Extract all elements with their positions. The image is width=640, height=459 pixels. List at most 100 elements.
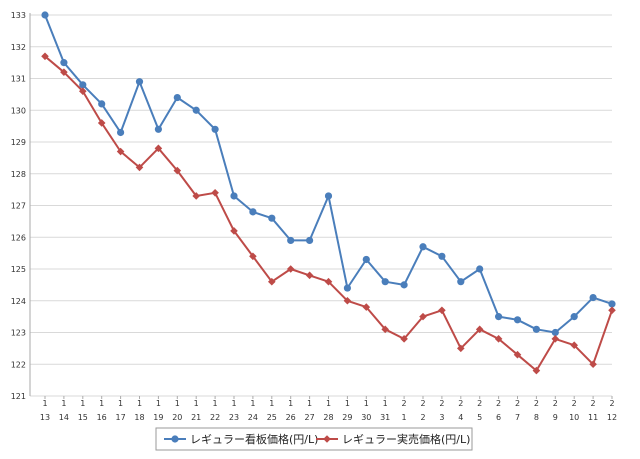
data-point	[230, 227, 238, 235]
data-point	[97, 119, 106, 127]
data-point	[381, 278, 389, 286]
x-tick-label-bottom: 22	[210, 413, 220, 422]
data-point	[495, 313, 503, 321]
data-point	[532, 366, 541, 375]
x-tick-label-top: 1	[175, 399, 180, 408]
data-point	[457, 344, 465, 353]
x-tick-label-bottom: 9	[553, 413, 558, 422]
x-tick-label-bottom: 14	[59, 413, 69, 422]
y-tick-label: 123	[11, 329, 26, 338]
data-point	[570, 313, 578, 321]
y-tick-label: 128	[11, 170, 26, 179]
data-point	[494, 335, 503, 343]
y-tick-label: 133	[11, 11, 26, 20]
y-axis: 121 122 123 124 125 126 127 128 129 130 131 132 133	[11, 11, 26, 401]
data-point	[60, 59, 68, 67]
x-tick-label-bottom: 21	[191, 413, 201, 422]
x-tick-label-bottom: 27	[305, 413, 315, 422]
data-point	[154, 125, 162, 133]
data-point	[192, 106, 200, 114]
data-point	[268, 214, 276, 222]
x-tick-label-top: 2	[402, 399, 407, 408]
series-layer	[41, 11, 616, 375]
data-point	[343, 296, 352, 305]
data-point	[513, 350, 522, 359]
series-1	[41, 11, 616, 337]
y-tick-label: 124	[11, 297, 26, 306]
y-tick-label: 126	[11, 233, 26, 242]
data-point	[41, 11, 49, 19]
data-point	[400, 335, 408, 343]
legend-entry: レギュラー実売価格(円/L)	[316, 432, 470, 446]
y-tick-label: 130	[11, 106, 26, 115]
x-tick-label-bottom: 31	[380, 413, 390, 422]
x-tick-label-bottom: 12	[607, 413, 617, 422]
x-tick-label-top: 1	[383, 399, 388, 408]
x-tick-label-top: 1	[269, 399, 274, 408]
x-tick-label-top: 2	[534, 399, 539, 408]
data-point	[513, 316, 522, 324]
data-point	[324, 277, 333, 286]
data-point	[306, 236, 314, 245]
data-point	[79, 81, 87, 89]
data-point	[211, 189, 219, 197]
x-tick-label-bottom: 3	[439, 413, 444, 422]
x-tick-label-top: 1	[99, 399, 104, 408]
x-tick-label-top: 2	[439, 399, 444, 408]
x-tick-label-top: 1	[194, 399, 199, 408]
data-point	[154, 144, 163, 153]
data-point	[419, 312, 427, 321]
legend-swatch-marker	[171, 435, 179, 443]
data-point	[135, 163, 144, 172]
y-tick-label: 132	[11, 43, 26, 52]
data-point	[608, 306, 616, 315]
x-tick-label-bottom: 4	[458, 413, 463, 422]
y-tick-label: 131	[11, 75, 26, 84]
x-tick-label-top: 2	[496, 399, 501, 408]
data-point	[475, 325, 484, 334]
x-tick-label-bottom: 17	[116, 413, 126, 422]
y-tick-label: 129	[11, 138, 26, 147]
x-tick-label-bottom: 25	[267, 413, 277, 422]
x-tick-label-top: 1	[345, 399, 350, 408]
x-tick-label-bottom: 11	[588, 413, 598, 422]
y-tick-label: 122	[11, 360, 26, 369]
x-tick-label-top: 2	[477, 399, 482, 408]
data-point	[438, 252, 446, 260]
data-point	[116, 147, 125, 156]
x-tick-label-bottom: 15	[78, 413, 88, 422]
x-tick-label-top: 1	[137, 399, 142, 408]
x-tick-label-bottom: 5	[477, 413, 482, 422]
data-point	[362, 255, 370, 264]
legend-entry: レギュラー看板価格(円/L)	[164, 432, 318, 446]
data-point	[98, 100, 106, 108]
data-point	[135, 78, 144, 86]
data-point	[532, 325, 541, 333]
legend-box	[155, 427, 473, 451]
data-point	[173, 166, 182, 175]
x-tick-label-top: 1	[80, 399, 85, 408]
data-point	[192, 192, 200, 200]
x-tick-label-top: 1	[250, 399, 255, 408]
data-point	[117, 128, 125, 137]
data-point	[457, 278, 465, 286]
x-tick-label-top: 1	[231, 399, 236, 408]
x-tick-label-bottom: 26	[286, 413, 296, 422]
x-tick-label-bottom: 30	[361, 413, 371, 422]
x-tick-label-bottom: 16	[97, 413, 107, 422]
data-point	[589, 293, 597, 302]
x-tick-label-bottom: 2	[420, 413, 425, 422]
x-tick-label-top: 2	[553, 399, 558, 408]
data-point	[211, 125, 219, 133]
data-point	[438, 306, 446, 315]
data-point	[608, 300, 616, 308]
x-tick-label-bottom: 8	[534, 413, 539, 422]
data-point	[249, 252, 257, 261]
x-tick-label-top: 2	[609, 399, 614, 408]
x-tick-label-bottom: 29	[342, 413, 352, 422]
x-tick-label-top: 1	[364, 399, 369, 408]
x-tick-label-bottom: 18	[134, 413, 144, 422]
y-tick-label: 121	[11, 392, 26, 401]
x-tick-label-top: 1	[61, 399, 66, 408]
